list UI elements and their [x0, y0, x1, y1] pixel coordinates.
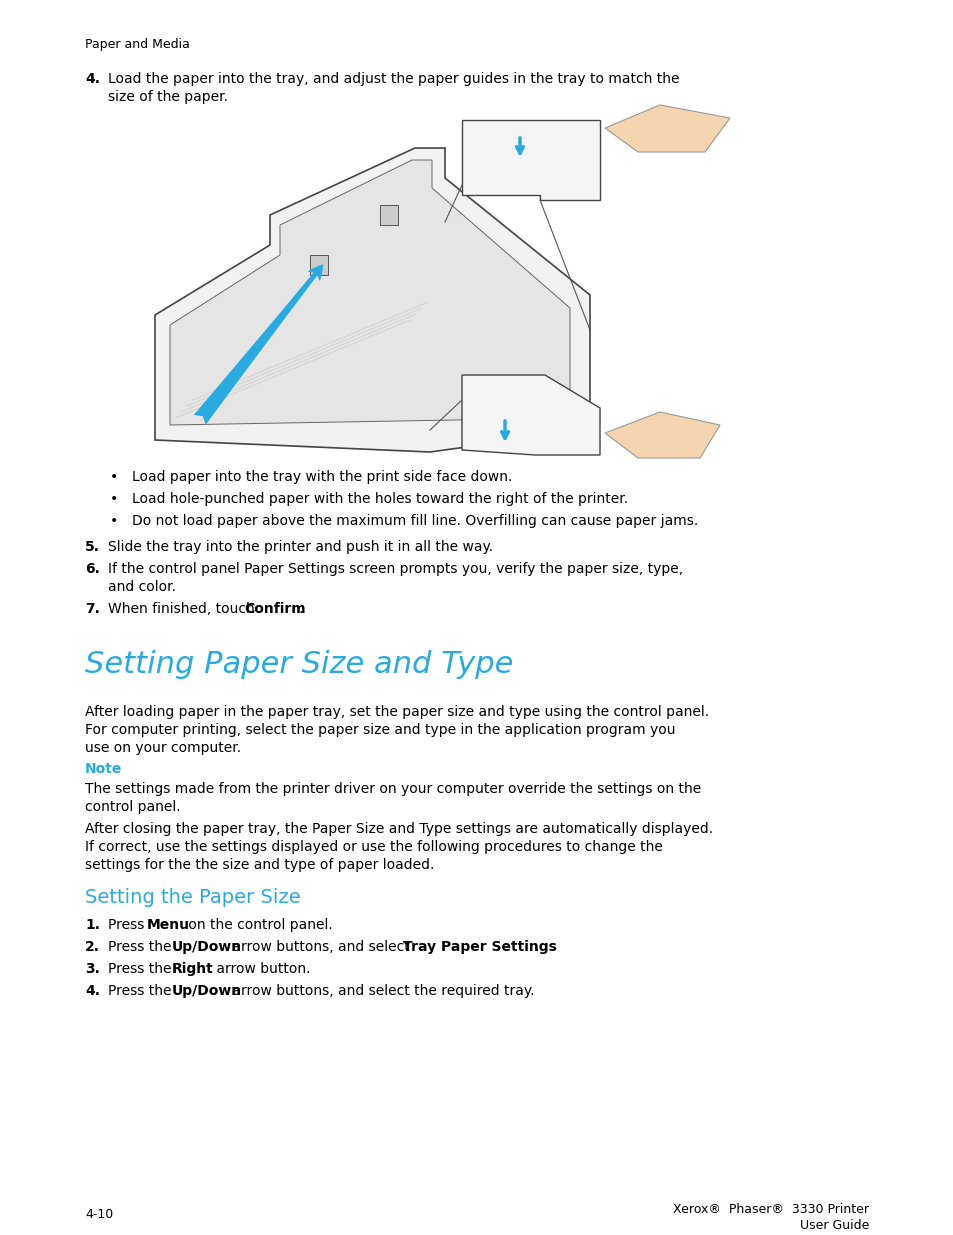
- Text: 2.: 2.: [85, 940, 100, 953]
- Polygon shape: [604, 412, 720, 458]
- Text: and color.: and color.: [108, 580, 175, 594]
- Text: size of the paper.: size of the paper.: [108, 90, 228, 104]
- Text: Slide the tray into the printer and push it in all the way.: Slide the tray into the printer and push…: [108, 540, 493, 555]
- Polygon shape: [170, 161, 569, 425]
- Text: When finished, touch: When finished, touch: [108, 601, 259, 616]
- Text: •: •: [110, 471, 118, 484]
- Text: 4-10: 4-10: [85, 1208, 113, 1221]
- Bar: [310, 254, 328, 275]
- Text: 4.: 4.: [85, 984, 100, 998]
- Text: Load paper into the tray with the print side face down.: Load paper into the tray with the print …: [132, 471, 512, 484]
- Polygon shape: [461, 120, 599, 200]
- Text: 4.: 4.: [85, 72, 100, 86]
- Text: use on your computer.: use on your computer.: [85, 741, 241, 755]
- Text: For computer printing, select the paper size and type in the application program: For computer printing, select the paper …: [85, 722, 675, 737]
- Text: Load hole-punched paper with the holes toward the right of the printer.: Load hole-punched paper with the holes t…: [132, 492, 627, 506]
- Text: Confirm: Confirm: [244, 601, 305, 616]
- Text: Menu: Menu: [147, 918, 190, 932]
- Text: 5.: 5.: [85, 540, 100, 555]
- Text: The settings made from the printer driver on your computer override the settings: The settings made from the printer drive…: [85, 782, 700, 797]
- Text: 3.: 3.: [85, 962, 100, 976]
- Text: Up/Down: Up/Down: [172, 940, 242, 953]
- Text: arrow buttons, and select the required tray.: arrow buttons, and select the required t…: [228, 984, 534, 998]
- Text: If correct, use the settings displayed or use the following procedures to change: If correct, use the settings displayed o…: [85, 840, 662, 853]
- Text: Press: Press: [108, 918, 149, 932]
- Polygon shape: [604, 105, 729, 152]
- Text: User Guide: User Guide: [799, 1219, 868, 1233]
- Text: Note: Note: [85, 762, 122, 776]
- Text: Xerox®  Phaser®  3330 Printer: Xerox® Phaser® 3330 Printer: [672, 1203, 868, 1216]
- Text: Right: Right: [172, 962, 213, 976]
- Text: control panel.: control panel.: [85, 800, 180, 814]
- Text: If the control panel Paper Settings screen prompts you, verify the paper size, t: If the control panel Paper Settings scre…: [108, 562, 682, 576]
- Text: arrow buttons, and select: arrow buttons, and select: [228, 940, 414, 953]
- Text: 6.: 6.: [85, 562, 100, 576]
- Text: 7.: 7.: [85, 601, 100, 616]
- Text: After loading paper in the paper tray, set the paper size and type using the con: After loading paper in the paper tray, s…: [85, 705, 708, 719]
- Text: •: •: [110, 514, 118, 529]
- Text: •: •: [110, 492, 118, 506]
- Text: Press the: Press the: [108, 984, 175, 998]
- Polygon shape: [154, 148, 589, 452]
- Polygon shape: [461, 375, 599, 454]
- Text: on the control panel.: on the control panel.: [184, 918, 333, 932]
- Text: Load the paper into the tray, and adjust the paper guides in the tray to match t: Load the paper into the tray, and adjust…: [108, 72, 679, 86]
- Text: .: .: [298, 601, 303, 616]
- Text: Do not load paper above the maximum fill line. Overfilling can cause paper jams.: Do not load paper above the maximum fill…: [132, 514, 698, 529]
- Bar: [379, 205, 397, 225]
- Text: .: .: [535, 940, 538, 953]
- Text: Up/Down: Up/Down: [172, 984, 242, 998]
- Text: Tray Paper Settings: Tray Paper Settings: [402, 940, 557, 953]
- Text: arrow button.: arrow button.: [212, 962, 310, 976]
- Text: Paper and Media: Paper and Media: [85, 38, 190, 51]
- Text: Press the: Press the: [108, 940, 175, 953]
- Text: Setting the Paper Size: Setting the Paper Size: [85, 888, 300, 906]
- Text: Setting Paper Size and Type: Setting Paper Size and Type: [85, 650, 513, 679]
- Text: After closing the paper tray, the Paper Size and Type settings are automatically: After closing the paper tray, the Paper …: [85, 823, 713, 836]
- Text: settings for the the size and type of paper loaded.: settings for the the size and type of pa…: [85, 858, 434, 872]
- Text: 1.: 1.: [85, 918, 100, 932]
- Text: Press the: Press the: [108, 962, 175, 976]
